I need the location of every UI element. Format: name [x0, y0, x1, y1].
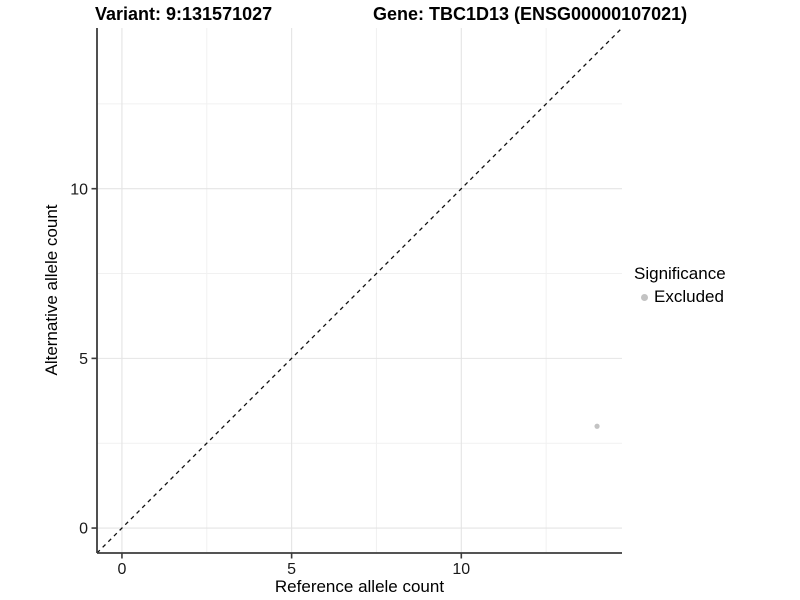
y-tick-label: 0 — [79, 521, 88, 538]
x-tick-label: 5 — [287, 561, 296, 578]
gene-title: Gene: TBC1D13 (ENSG00000107021) — [373, 4, 688, 24]
x-axis-title: Reference allele count — [274, 577, 445, 596]
legend-item-label: Excluded — [654, 287, 724, 306]
legend-item-excluded: Excluded — [634, 287, 726, 307]
y-tick-label: 5 — [79, 351, 88, 368]
y-tick-label: 10 — [70, 181, 88, 198]
y-axis-title: Alternative allele count — [42, 204, 61, 376]
legend-marker-circle-icon — [641, 293, 648, 301]
legend-title: Significance — [634, 264, 726, 283]
x-tick-label: 0 — [117, 561, 126, 578]
identity-line — [96, 27, 623, 554]
variant-title: Variant: 9:131571027 — [95, 4, 273, 24]
x-tick-label: 10 — [452, 561, 470, 578]
legend: Significance Excluded — [634, 264, 726, 307]
data-point — [594, 423, 600, 429]
